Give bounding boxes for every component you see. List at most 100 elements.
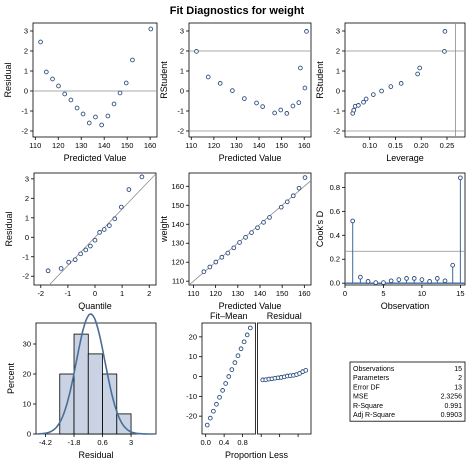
data-point <box>117 90 123 96</box>
x-tick-label: 120 <box>208 141 221 150</box>
x-tick-label: 120 <box>209 289 222 298</box>
x-tick-label: 0.4 <box>219 438 229 447</box>
x-axis-label: Predicted Value <box>219 153 282 163</box>
data-point <box>381 280 386 285</box>
stat-label: MSE <box>353 394 369 401</box>
data-point <box>112 216 118 222</box>
data-point <box>419 277 425 282</box>
data-point <box>231 245 237 251</box>
x-axis-label: Observation <box>381 301 430 311</box>
data-point <box>123 80 129 86</box>
data-point <box>148 26 154 32</box>
data-point <box>83 247 89 253</box>
data-point <box>442 29 448 34</box>
data-point <box>220 388 225 393</box>
data-point <box>223 381 229 386</box>
data-point <box>56 83 61 89</box>
data-point <box>417 65 423 71</box>
y-tick-label: 30 <box>23 340 31 349</box>
y-tick-label: -10 <box>186 392 197 401</box>
x-tick-label: 160 <box>298 289 311 298</box>
data-point <box>363 96 369 102</box>
x-tick-label: 110 <box>29 141 41 150</box>
stat-label: Parameters <box>353 375 390 382</box>
x-tick-label: -4.2 <box>39 438 52 447</box>
data-point <box>242 96 247 101</box>
y-tick-label: -1 <box>21 107 28 116</box>
y-tick-label: 2 <box>24 47 28 56</box>
data-point <box>284 111 290 116</box>
subplot-label: Fit–Mean <box>210 311 248 321</box>
x-tick-label: 0.0 <box>200 438 210 447</box>
data-point <box>373 280 379 285</box>
data-point <box>458 175 463 181</box>
plot-frame <box>32 22 158 138</box>
stat-value: 0.9903 <box>441 412 463 419</box>
x-tick-label: 150 <box>121 141 134 150</box>
stat-label: R-Square <box>353 403 383 410</box>
x-tick-label: 5 <box>381 289 385 298</box>
data-point <box>105 113 111 119</box>
x-tick-label: 0.15 <box>388 141 403 150</box>
data-point <box>284 199 290 205</box>
y-tick-label: 3 <box>180 27 184 36</box>
data-point <box>442 278 448 284</box>
data-point <box>304 29 309 34</box>
y-tick-label: 0.6 <box>330 207 340 216</box>
x-tick-label: 10 <box>418 289 426 298</box>
y-tick-label: 0 <box>336 87 340 96</box>
stat-value: 0.991 <box>444 403 462 410</box>
data-point <box>207 415 213 421</box>
data-point <box>434 276 440 281</box>
y-tick-label: -2 <box>177 127 184 136</box>
x-tick-label: 0.6 <box>97 438 107 447</box>
data-point <box>267 215 272 220</box>
stat-value: 2 <box>458 375 462 382</box>
y-tick-label: 0 <box>24 87 28 96</box>
data-point <box>194 49 199 54</box>
x-tick-label: 110 <box>187 289 199 298</box>
y-tick-label: 1 <box>24 67 28 76</box>
data-point <box>247 325 253 331</box>
data-point <box>350 218 356 224</box>
x-axis-label: Predicted Value <box>219 301 282 311</box>
x-tick-label: 0.10 <box>362 141 377 150</box>
y-tick-label: -1 <box>22 252 29 261</box>
y-tick-label: 3 <box>24 27 28 36</box>
x-tick-label: 150 <box>275 141 288 150</box>
residual-fit-spread-panel: -20 -10 0 10 20 Fit–Mean 0.0 0.4 0.8 Residual Prop… <box>186 311 312 460</box>
data-point <box>217 81 223 86</box>
data-point <box>361 99 366 105</box>
data-point <box>88 243 93 249</box>
x-tick-label: 2 <box>147 289 151 298</box>
x-tick-label: -1 <box>65 289 72 298</box>
y-tick-label: 150 <box>171 201 184 210</box>
y-tick-label: -1 <box>177 107 184 116</box>
data-point <box>62 91 68 97</box>
data-point <box>260 104 266 109</box>
data-point <box>302 175 308 180</box>
data-point <box>50 76 55 82</box>
data-point <box>99 122 105 128</box>
x-tick-label: 0.8 <box>237 438 247 447</box>
data-point <box>237 240 242 245</box>
y-axis-label: Percent <box>6 362 16 394</box>
data-point <box>204 422 210 428</box>
x-axis-label: Predicted Value <box>64 153 127 163</box>
data-point <box>290 193 296 199</box>
x-axis-label: Residual <box>78 450 113 460</box>
x-tick-label: 140 <box>98 141 111 150</box>
normal-density-curve <box>38 313 154 435</box>
data-point <box>130 57 135 63</box>
data-point <box>255 225 260 231</box>
data-point <box>249 230 254 235</box>
x-axis-label: Proportion Less <box>225 450 289 460</box>
stat-value: 2.3256 <box>441 394 463 401</box>
y-tick-label: 160 <box>171 182 184 191</box>
data-point <box>226 374 232 379</box>
data-point <box>298 65 303 71</box>
observed-vs-predicted-panel: 110 120 130 140 150 160 110 120 130 140 150 160 Pred… <box>159 172 312 311</box>
data-point <box>66 259 72 265</box>
y-tick-label: 20 <box>189 332 197 341</box>
